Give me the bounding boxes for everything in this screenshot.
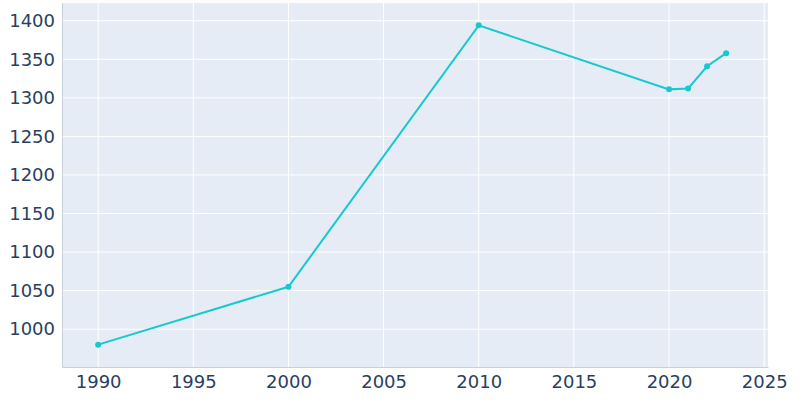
grid-line	[62, 20, 768, 21]
grid-line	[62, 290, 768, 291]
tick-label: 1100	[9, 241, 55, 262]
x-axis: 1990 1995 2000 2005 2010 2015 2020 2025	[63, 367, 788, 392]
tick-label: 1990	[76, 371, 122, 392]
tick-label: 1350	[9, 49, 55, 70]
chart: 1990 1995 2000 2005 2010 2015 2020 2025 1000 1050…	[0, 0, 800, 400]
tick: 1200	[9, 164, 62, 185]
tick-label: 2020	[647, 371, 693, 392]
plot: 1990 1995 2000 2005 2010 2015 2020 2025 1000 1050…	[9, 3, 787, 392]
grid	[62, 3, 768, 367]
axis-line	[62, 4, 63, 368]
tick: 1300	[9, 87, 62, 108]
tick-label: 2025	[742, 371, 788, 392]
tick: 1050	[9, 280, 62, 301]
tick-label: 1200	[9, 164, 55, 185]
marker	[476, 22, 482, 28]
tick-label: 2005	[361, 371, 407, 392]
tick-label: 1300	[9, 87, 55, 108]
tick: 1100	[9, 241, 62, 262]
line	[98, 25, 726, 344]
marker	[723, 50, 729, 56]
grid-line	[62, 97, 768, 98]
marker	[95, 342, 101, 348]
tick: 1000	[9, 318, 62, 339]
tick: 1250	[9, 126, 62, 147]
tick: 1150	[9, 203, 62, 224]
tick-label: 2000	[266, 371, 312, 392]
tick: 2010	[456, 367, 502, 392]
marks	[95, 22, 729, 347]
tick: 1400	[9, 10, 62, 31]
axis-line	[63, 367, 769, 368]
grid-line	[288, 3, 289, 367]
tick: 1990	[76, 367, 122, 392]
grid-line	[98, 3, 99, 367]
grid-line	[62, 174, 768, 175]
tick-label: 1250	[9, 126, 55, 147]
tick-label: 1000	[9, 318, 55, 339]
grid-line	[383, 3, 384, 367]
grid-line	[193, 3, 194, 367]
tick: 1350	[9, 49, 62, 70]
grid-line	[62, 213, 768, 214]
tick: 2020	[647, 367, 693, 392]
grid-line	[669, 3, 670, 367]
tick-label: 1400	[9, 10, 55, 31]
grid-line	[62, 252, 768, 253]
marker	[666, 86, 672, 92]
tick-label: 1150	[9, 203, 55, 224]
marker	[285, 284, 291, 290]
marker	[704, 63, 710, 69]
tick: 1995	[171, 367, 217, 392]
grid-line	[478, 3, 479, 367]
marker	[685, 86, 691, 92]
tick-label: 1995	[171, 371, 217, 392]
plot-background	[62, 3, 768, 367]
tick-label: 2010	[456, 371, 502, 392]
tick-label: 2015	[551, 371, 597, 392]
tick: 2000	[266, 367, 312, 392]
grid-line	[62, 59, 768, 60]
grid-line	[764, 3, 765, 367]
tick-label: 1050	[9, 280, 55, 301]
y-axis: 1000 1050 1100 1150 1200 1250 1300 1350 1400	[9, 4, 62, 368]
grid-line	[62, 136, 768, 137]
tick: 2025	[742, 367, 788, 392]
tick: 2015	[551, 367, 597, 392]
grid-line	[62, 329, 768, 330]
tick: 2005	[361, 367, 407, 392]
